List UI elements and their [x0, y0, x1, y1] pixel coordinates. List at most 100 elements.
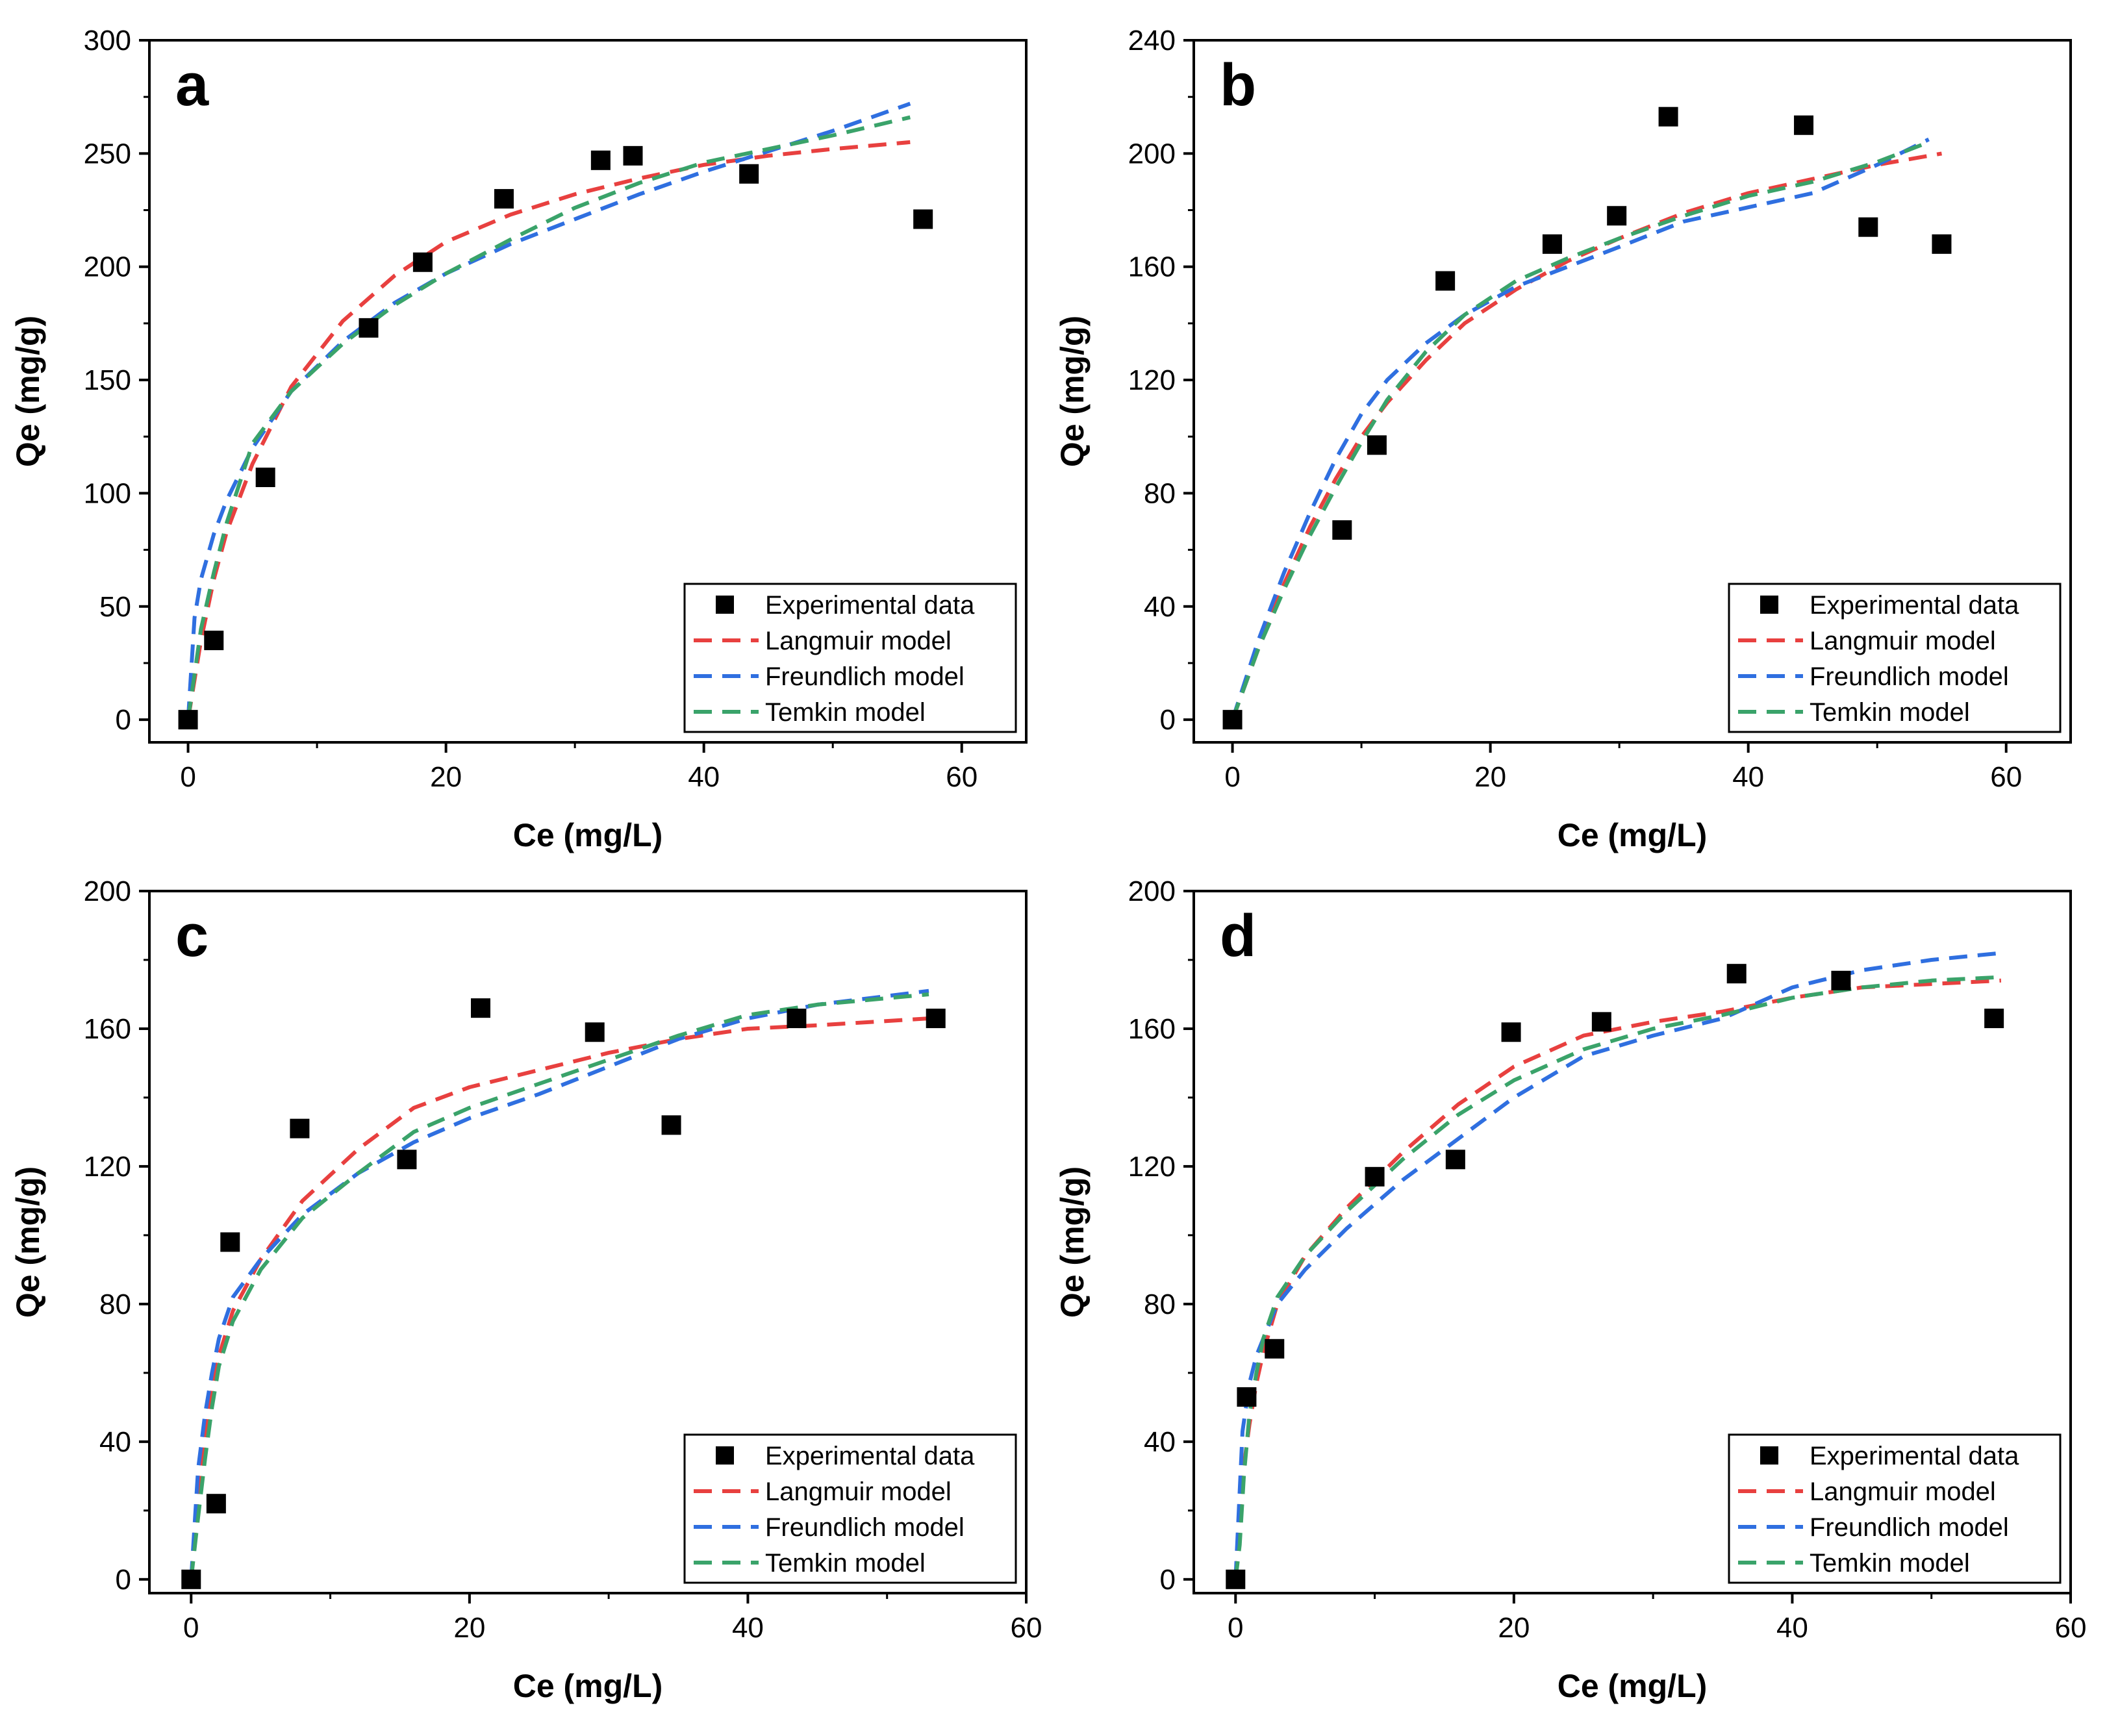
y-tick-label: 240 [1128, 25, 1176, 57]
data-point [206, 1494, 226, 1514]
panel-a: 0 20 40 60 0 50 100 150 200 250 300 Ce (mg/L) Qe (mg… [10, 25, 1028, 853]
y-axis-title: Qe (mg/g) [10, 1166, 46, 1318]
series-line-temkin-model [1230, 140, 1930, 721]
legend-box [1728, 583, 2062, 733]
y-tick-label: 250 [84, 138, 131, 170]
y-tick-label: 120 [84, 1151, 131, 1183]
data-point [1726, 964, 1747, 984]
data-point [590, 150, 611, 170]
y-tick-label: 0 [1160, 1564, 1176, 1596]
legend-label: Freundlich model [1810, 1513, 2009, 1542]
data-point [1237, 1387, 1257, 1407]
y-tick-label: 40 [1144, 1426, 1176, 1458]
series-line-freundlich-model [1230, 137, 1930, 721]
panel-b: 0 20 40 60 0 40 80 120 160 200 240 Ce (mg/L) Qe (mg/… [1054, 25, 2072, 853]
legend-label: Langmuir model [765, 627, 952, 655]
data-point [181, 1569, 201, 1589]
data-point [1435, 271, 1456, 291]
x-tick-label: 20 [453, 1612, 485, 1644]
y-tick-label: 200 [1128, 875, 1176, 907]
data-point [1365, 1166, 1385, 1187]
y-tick-label: 160 [1128, 1013, 1176, 1045]
data-point [1984, 1009, 2004, 1029]
panel-d: 0 20 40 60 0 40 80 120 160 200 Ce (mg/L) Qe (mg/g) d… [1054, 875, 2086, 1704]
x-tick-label: 60 [1990, 761, 2022, 793]
panel-c: 0 20 40 60 0 40 80 120 160 200 Ce (mg/L) Qe (mg/g) c… [10, 875, 1042, 1704]
data-point [787, 1009, 807, 1029]
series-line-freundlich-model [1233, 951, 2002, 1579]
legend-label: Experimental data [1810, 1442, 2019, 1470]
y-axis-title: Qe (mg/g) [10, 316, 46, 467]
legend-label: Freundlich model [765, 1513, 965, 1542]
x-axis-title: Ce (mg/L) [513, 817, 663, 853]
y-tick-label: 200 [1128, 138, 1176, 170]
data-point [1658, 107, 1678, 127]
series-line-langmuir-model [1233, 978, 2002, 1580]
legend-label: Langmuir model [1810, 627, 1996, 655]
data-point [623, 145, 643, 166]
data-point [1367, 435, 1387, 455]
y-tick-label: 120 [1128, 1151, 1176, 1183]
y-tick-label: 0 [1160, 704, 1176, 736]
data-point [1226, 1569, 1246, 1589]
legend-label: Langmuir model [765, 1478, 952, 1506]
y-tick-label: 80 [1144, 477, 1176, 509]
legend-box [1728, 1433, 2062, 1584]
x-tick-label: 40 [732, 1612, 764, 1644]
x-tick-label: 60 [946, 761, 978, 793]
legend-label: Experimental data [765, 1442, 975, 1470]
legend-label: Temkin model [765, 698, 926, 727]
plot-frame [148, 890, 1028, 1594]
data-point [178, 710, 198, 730]
legend-label: Temkin model [1810, 1549, 1970, 1578]
x-tick-label: 40 [1732, 761, 1764, 793]
x-tick-label: 40 [1776, 1612, 1808, 1644]
y-tick-label: 200 [84, 251, 131, 283]
plot-frame [1192, 39, 2072, 744]
data-point [255, 468, 275, 488]
legend-label: Temkin model [1810, 698, 1970, 727]
data-point [1858, 217, 1878, 237]
x-tick-label: 40 [688, 761, 720, 793]
data-point [1932, 234, 1952, 254]
y-tick-label: 40 [99, 1426, 131, 1458]
data-point [926, 1009, 946, 1029]
y-axis-title: Qe (mg/g) [1054, 316, 1091, 467]
panel-letter: a [175, 52, 209, 118]
x-tick-label: 20 [1498, 1612, 1530, 1644]
data-point [1607, 206, 1627, 226]
panel-letter: d [1220, 903, 1256, 969]
y-tick-label: 120 [1128, 364, 1176, 396]
y-axis-title: Qe (mg/g) [1054, 1166, 1091, 1318]
data-point [359, 318, 379, 338]
data-point [1591, 1012, 1611, 1032]
panel-letter: c [175, 903, 208, 969]
x-tick-label: 20 [1474, 761, 1506, 793]
panel-letter: b [1220, 52, 1256, 118]
y-tick-label: 50 [99, 591, 131, 623]
data-point [471, 998, 490, 1018]
data-point [1265, 1339, 1285, 1359]
x-tick-label: 0 [1224, 761, 1240, 793]
y-tick-label: 0 [116, 704, 131, 736]
series-line-temkin-model [189, 992, 929, 1580]
data-point [1542, 234, 1562, 254]
legend-box [683, 1433, 1017, 1584]
x-tick-label: 0 [1228, 1612, 1243, 1644]
data-point [220, 1232, 240, 1252]
data-point [1501, 1022, 1521, 1042]
x-axis-title: Ce (mg/L) [1558, 817, 1708, 853]
series-line-langmuir-model [1230, 151, 1943, 721]
legend-label: Experimental data [1810, 591, 2019, 620]
y-tick-label: 80 [1144, 1289, 1176, 1320]
y-tick-label: 160 [1128, 251, 1176, 283]
y-tick-label: 300 [84, 25, 131, 57]
y-tick-label: 0 [116, 1564, 131, 1596]
data-point [494, 189, 514, 209]
data-point [1222, 710, 1243, 730]
x-tick-label: 60 [1011, 1612, 1042, 1644]
data-point [1445, 1150, 1465, 1170]
x-axis-title: Ce (mg/L) [513, 1668, 663, 1704]
data-point [412, 252, 433, 272]
